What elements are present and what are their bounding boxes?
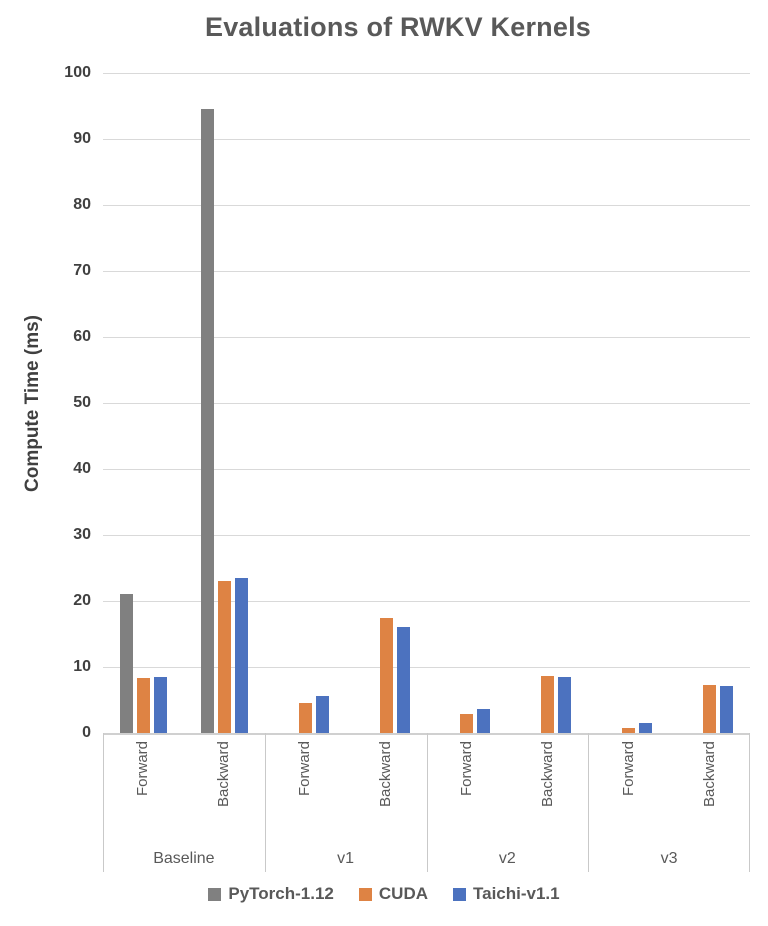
y-tick-label-100: 100	[64, 64, 91, 81]
group-label-v2: v2	[498, 850, 516, 867]
y-axis-tick-labels: 0 10 20 30 40 50 60 70 80 90 100	[0, 64, 91, 741]
bar-cuda-v3-forward	[622, 727, 636, 733]
bar-cuda-baseline-backward	[217, 581, 231, 733]
gridline-y-90	[103, 139, 750, 140]
legend-swatch-pytorch-1-12-icon	[208, 887, 222, 901]
bar-taichi-v1-1-baseline-forward	[153, 676, 167, 733]
category-tick-label-baseline-forward: Forward	[134, 741, 152, 797]
bar-taichi-v1-1-v2-backward	[558, 676, 572, 733]
group-divider-4	[749, 733, 750, 872]
y-tick-label-0: 0	[82, 724, 91, 741]
legend: PyTorch-1.12 CUDA Taichi-v1.1	[0, 884, 768, 904]
y-tick-label-30: 30	[73, 526, 91, 543]
plot-area	[103, 73, 750, 735]
y-tick-label-90: 90	[73, 130, 91, 147]
bar-cuda-v3-backward	[703, 685, 717, 733]
legend-swatch-cuda-icon	[358, 887, 372, 901]
gridline-y-10	[103, 667, 750, 668]
bar-cuda-v1-backward	[379, 617, 393, 733]
group-label-baseline: Baseline	[153, 850, 215, 867]
legend-item-pytorch-1-12: PyTorch-1.12	[208, 884, 334, 904]
group-divider-3	[588, 733, 590, 872]
category-tick-label-v2-forward: Forward	[457, 741, 475, 797]
category-axis: Forward Backward Baseline Forward Backward v1…	[103, 733, 750, 872]
group-label-v1: v1	[337, 850, 355, 867]
chart-title: Evaluations of RWKV Kernels	[205, 12, 591, 42]
group-divider-1	[264, 733, 266, 872]
y-tick-label-80: 80	[73, 196, 91, 213]
legend-swatch-taichi-v1-1-icon	[453, 887, 466, 901]
gridline-y-100	[103, 73, 750, 74]
y-tick-label-40: 40	[73, 460, 91, 477]
gridline-y-40	[103, 469, 750, 470]
group-divider-0	[103, 733, 104, 872]
bar-cuda-v2-forward	[460, 713, 474, 733]
gridline-y-30	[103, 535, 750, 536]
legend-item-taichi-v1-1: Taichi-v1.1	[453, 884, 560, 904]
bar-taichi-v1-1-v3-forward	[639, 723, 653, 733]
gridline-y-50	[103, 403, 750, 404]
bar-taichi-v1-1-v3-backward	[720, 686, 734, 733]
legend-label-cuda: CUDA	[378, 884, 428, 903]
group-divider-2	[426, 733, 428, 872]
gridline-y-70	[103, 271, 750, 272]
gridline-y-60	[103, 337, 750, 338]
category-tick-label-baseline-backward: Backward	[215, 741, 233, 807]
y-tick-label-10: 10	[73, 658, 91, 675]
bar-cuda-v2-backward	[541, 676, 555, 733]
group-label-v3: v3	[660, 850, 678, 867]
category-tick-label-v3-forward: Forward	[619, 741, 637, 797]
y-tick-label-60: 60	[73, 328, 91, 345]
y-tick-label-50: 50	[73, 394, 91, 411]
bar-taichi-v1-1-v2-forward	[477, 708, 491, 733]
legend-item-cuda: CUDA	[358, 884, 428, 904]
bar-pytorch-1-12-baseline-backward	[200, 109, 214, 733]
legend-label-pytorch-1-12: PyTorch-1.12	[228, 884, 334, 903]
bar-cuda-v1-forward	[298, 703, 312, 733]
bar-taichi-v1-1-v1-forward	[315, 696, 329, 733]
legend-label-taichi-v1-1: Taichi-v1.1	[473, 884, 560, 903]
bar-taichi-v1-1-baseline-backward	[234, 577, 248, 733]
category-tick-label-v2-backward: Backward	[538, 741, 556, 807]
category-tick-label-v3-backward: Backward	[700, 741, 718, 807]
bar-cuda-baseline-forward	[136, 678, 150, 733]
category-tick-label-v1-forward: Forward	[296, 741, 314, 797]
bar-taichi-v1-1-v1-backward	[396, 626, 410, 733]
y-tick-label-70: 70	[73, 262, 91, 279]
gridline-y-80	[103, 205, 750, 206]
gridline-y-20	[103, 601, 750, 602]
y-tick-label-20: 20	[73, 592, 91, 609]
bar-pytorch-1-12-baseline-forward	[119, 594, 133, 733]
category-tick-label-v1-backward: Backward	[377, 741, 395, 807]
